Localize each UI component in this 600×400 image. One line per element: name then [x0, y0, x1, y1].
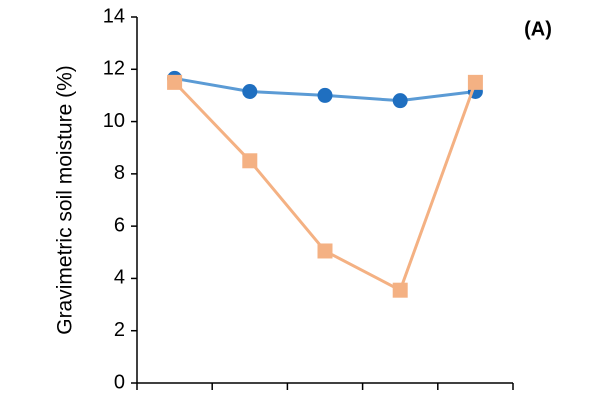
panel-label: (A): [524, 18, 552, 40]
marker: [242, 153, 258, 169]
y-tick-label: 6: [114, 214, 125, 236]
y-tick-label: 10: [103, 110, 125, 132]
marker: [167, 74, 183, 90]
y-tick-label: 12: [103, 58, 125, 80]
marker: [242, 84, 258, 100]
y-tick-label: 8: [114, 162, 125, 184]
marker: [317, 87, 333, 103]
y-tick-label: 4: [114, 267, 125, 289]
y-tick-label: 0: [114, 371, 125, 393]
y-axis-label: Gravimetric soil moisture (%): [54, 65, 77, 335]
y-tick-label: 14: [103, 5, 125, 27]
marker: [392, 93, 408, 109]
marker: [467, 74, 483, 90]
marker: [392, 282, 408, 298]
series-line: [173, 81, 477, 293]
y-tick-label: 2: [114, 319, 125, 341]
marker: [317, 243, 333, 259]
